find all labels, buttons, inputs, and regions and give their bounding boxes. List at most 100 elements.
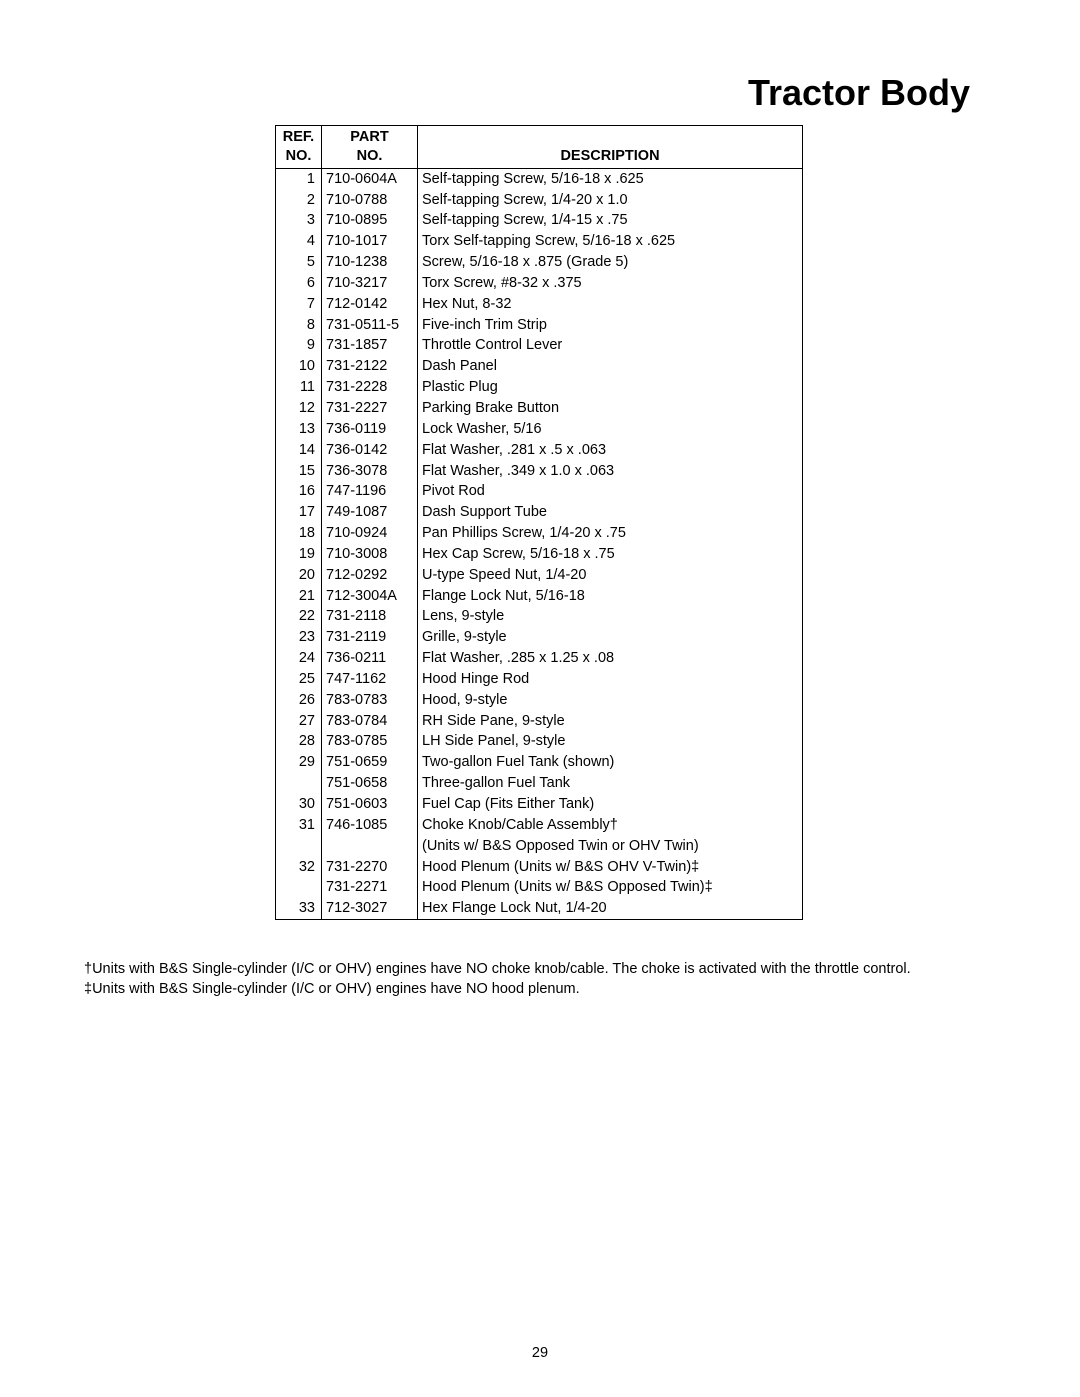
cell-part: 710-0604A bbox=[322, 168, 418, 189]
cell-desc: Three-gallon Fuel Tank bbox=[418, 773, 803, 794]
table-row: (Units w/ B&S Opposed Twin or OHV Twin) bbox=[276, 836, 803, 857]
cell-part: 731-2227 bbox=[322, 398, 418, 419]
cell-desc: Grille, 9-style bbox=[418, 627, 803, 648]
cell-desc: Two-gallon Fuel Tank (shown) bbox=[418, 752, 803, 773]
table-row: 24736-0211Flat Washer, .285 x 1.25 x .08 bbox=[276, 648, 803, 669]
cell-ref: 29 bbox=[276, 752, 322, 773]
table-row: 12731-2227Parking Brake Button bbox=[276, 398, 803, 419]
cell-part: 710-0788 bbox=[322, 190, 418, 211]
cell-part: 731-2118 bbox=[322, 606, 418, 627]
table-row: 2710-0788Self-tapping Screw, 1/4-20 x 1.… bbox=[276, 190, 803, 211]
cell-part: 731-2271 bbox=[322, 877, 418, 898]
cell-ref bbox=[276, 773, 322, 794]
cell-part: 710-1017 bbox=[322, 231, 418, 252]
cell-desc: Pivot Rod bbox=[418, 481, 803, 502]
header-desc: DESCRIPTION bbox=[418, 126, 803, 169]
cell-desc: Hood Hinge Rod bbox=[418, 669, 803, 690]
cell-part: 731-1857 bbox=[322, 335, 418, 356]
cell-desc: Parking Brake Button bbox=[418, 398, 803, 419]
table-row: 32731-2270Hood Plenum (Units w/ B&S OHV … bbox=[276, 857, 803, 878]
cell-desc: Fuel Cap (Fits Either Tank) bbox=[418, 794, 803, 815]
cell-part: 751-0659 bbox=[322, 752, 418, 773]
cell-ref: 32 bbox=[276, 857, 322, 878]
table-row: 19710-3008Hex Cap Screw, 5/16-18 x .75 bbox=[276, 544, 803, 565]
header-ref-line1: REF. bbox=[283, 129, 314, 145]
page-number: 29 bbox=[0, 1345, 1080, 1361]
cell-desc: (Units w/ B&S Opposed Twin or OHV Twin) bbox=[418, 836, 803, 857]
cell-ref: 25 bbox=[276, 669, 322, 690]
parts-table: REF. NO. PART NO. DESCRIPTION 1710-0604A… bbox=[275, 125, 803, 920]
cell-desc: Hex Nut, 8-32 bbox=[418, 294, 803, 315]
cell-ref: 6 bbox=[276, 273, 322, 294]
cell-desc: Five-inch Trim Strip bbox=[418, 315, 803, 336]
cell-desc: Flat Washer, .285 x 1.25 x .08 bbox=[418, 648, 803, 669]
header-ref-line2: NO. bbox=[286, 148, 312, 164]
cell-desc: Self-tapping Screw, 1/4-15 x .75 bbox=[418, 210, 803, 231]
cell-part: 731-2270 bbox=[322, 857, 418, 878]
table-row: 3710-0895Self-tapping Screw, 1/4-15 x .7… bbox=[276, 210, 803, 231]
table-row: 26783-0783Hood, 9-style bbox=[276, 690, 803, 711]
table-row: 29751-0659Two-gallon Fuel Tank (shown) bbox=[276, 752, 803, 773]
cell-ref: 7 bbox=[276, 294, 322, 315]
table-row: 27783-0784RH Side Pane, 9-style bbox=[276, 711, 803, 732]
table-row: 18710-0924Pan Phillips Screw, 1/4-20 x .… bbox=[276, 523, 803, 544]
cell-part: 731-2119 bbox=[322, 627, 418, 648]
parts-table-body: 1710-0604ASelf-tapping Screw, 5/16-18 x … bbox=[276, 168, 803, 919]
header-desc-text: DESCRIPTION bbox=[560, 148, 659, 164]
cell-desc: Flat Washer, .349 x 1.0 x .063 bbox=[418, 461, 803, 482]
header-part-line2: NO. bbox=[357, 148, 383, 164]
cell-desc: Torx Self-tapping Screw, 5/16-18 x .625 bbox=[418, 231, 803, 252]
cell-ref: 4 bbox=[276, 231, 322, 252]
cell-desc: Pan Phillips Screw, 1/4-20 x .75 bbox=[418, 523, 803, 544]
table-row: 20712-0292U-type Speed Nut, 1/4-20 bbox=[276, 565, 803, 586]
cell-ref: 9 bbox=[276, 335, 322, 356]
cell-ref: 2 bbox=[276, 190, 322, 211]
cell-ref: 10 bbox=[276, 356, 322, 377]
table-row: 5710-1238Screw, 5/16-18 x .875 (Grade 5) bbox=[276, 252, 803, 273]
cell-ref: 31 bbox=[276, 815, 322, 836]
cell-ref: 20 bbox=[276, 565, 322, 586]
page-title: Tractor Body bbox=[748, 72, 970, 114]
cell-part: 710-3008 bbox=[322, 544, 418, 565]
cell-desc: Dash Panel bbox=[418, 356, 803, 377]
cell-desc: Choke Knob/Cable Assembly† bbox=[418, 815, 803, 836]
table-row: 25747-1162Hood Hinge Rod bbox=[276, 669, 803, 690]
cell-desc: Self-tapping Screw, 5/16-18 x .625 bbox=[418, 168, 803, 189]
cell-ref: 30 bbox=[276, 794, 322, 815]
cell-desc: Plastic Plug bbox=[418, 377, 803, 398]
cell-ref: 11 bbox=[276, 377, 322, 398]
cell-desc: Torx Screw, #8-32 x .375 bbox=[418, 273, 803, 294]
table-row: 731-2271Hood Plenum (Units w/ B&S Oppose… bbox=[276, 877, 803, 898]
footnote-2: ‡Units with B&S Single-cylinder (I/C or … bbox=[84, 980, 996, 1000]
cell-part: 712-0142 bbox=[322, 294, 418, 315]
cell-part: 731-0511-5 bbox=[322, 315, 418, 336]
table-row: 1710-0604ASelf-tapping Screw, 5/16-18 x … bbox=[276, 168, 803, 189]
cell-part: 751-0658 bbox=[322, 773, 418, 794]
cell-part: 731-2122 bbox=[322, 356, 418, 377]
cell-part: 710-0924 bbox=[322, 523, 418, 544]
cell-part: 731-2228 bbox=[322, 377, 418, 398]
cell-desc: Dash Support Tube bbox=[418, 502, 803, 523]
cell-ref: 24 bbox=[276, 648, 322, 669]
cell-part: 710-3217 bbox=[322, 273, 418, 294]
cell-ref: 13 bbox=[276, 419, 322, 440]
cell-desc: Throttle Control Lever bbox=[418, 335, 803, 356]
cell-ref: 12 bbox=[276, 398, 322, 419]
cell-ref bbox=[276, 836, 322, 857]
header-ref: REF. NO. bbox=[276, 126, 322, 169]
table-row: 22731-2118Lens, 9-style bbox=[276, 606, 803, 627]
table-row: 17749-1087Dash Support Tube bbox=[276, 502, 803, 523]
cell-ref: 5 bbox=[276, 252, 322, 273]
table-row: 6710-3217Torx Screw, #8-32 x .375 bbox=[276, 273, 803, 294]
cell-ref: 14 bbox=[276, 440, 322, 461]
cell-ref: 33 bbox=[276, 898, 322, 919]
table-row: 30751-0603Fuel Cap (Fits Either Tank) bbox=[276, 794, 803, 815]
table-row: 28783-0785LH Side Panel, 9-style bbox=[276, 731, 803, 752]
cell-part: 736-0211 bbox=[322, 648, 418, 669]
cell-part: 712-3027 bbox=[322, 898, 418, 919]
cell-desc: Self-tapping Screw, 1/4-20 x 1.0 bbox=[418, 190, 803, 211]
cell-ref: 27 bbox=[276, 711, 322, 732]
cell-part: 783-0783 bbox=[322, 690, 418, 711]
cell-desc: Hex Flange Lock Nut, 1/4-20 bbox=[418, 898, 803, 919]
cell-part: 746-1085 bbox=[322, 815, 418, 836]
